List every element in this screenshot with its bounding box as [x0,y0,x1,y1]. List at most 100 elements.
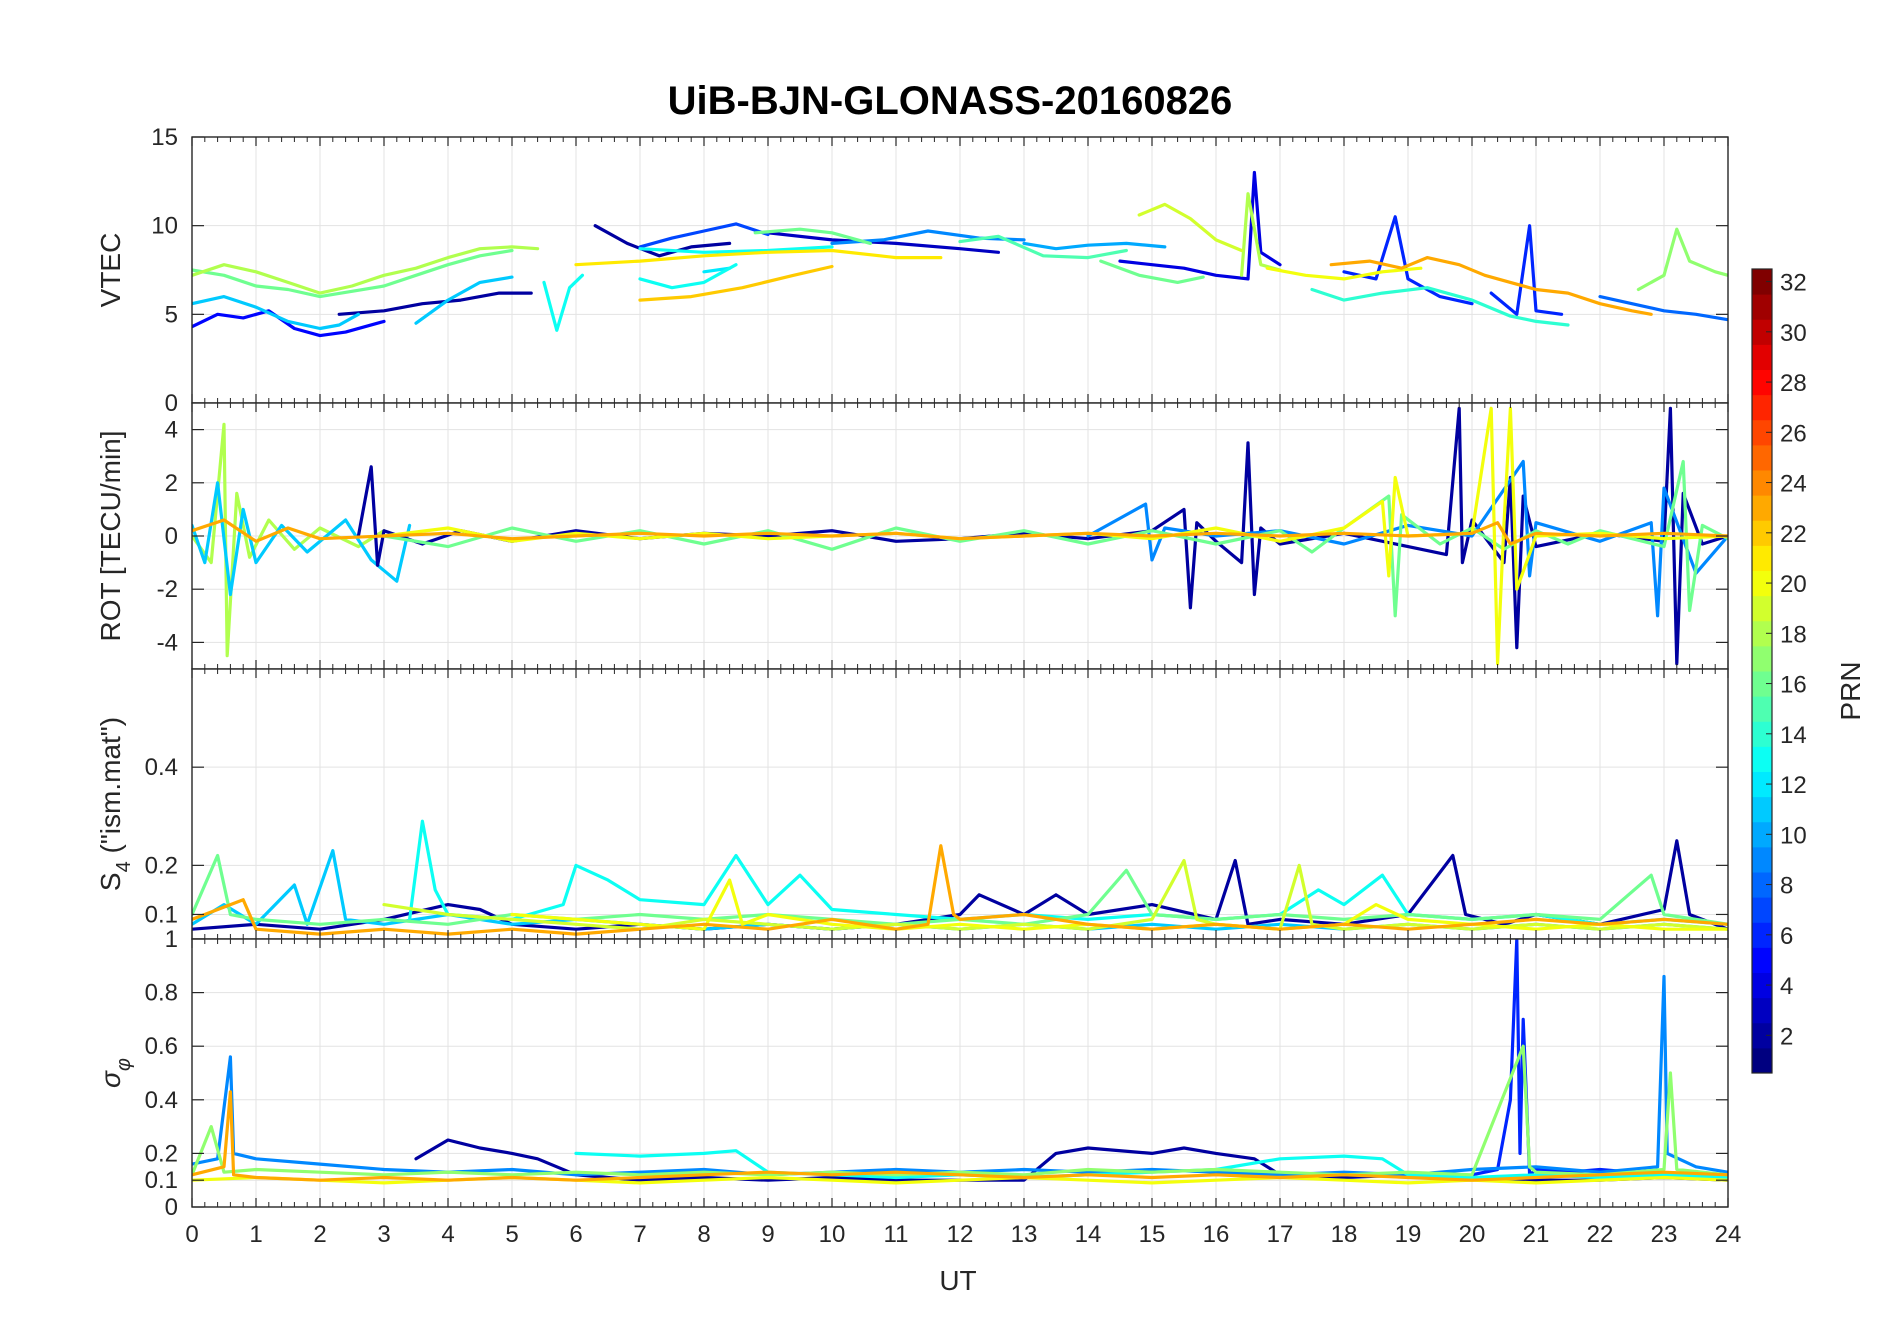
x-tick-label: 1 [249,1221,262,1248]
colorbar-tick-label: 16 [1780,672,1807,699]
colorbar-tick-label: 28 [1780,370,1807,397]
vtec-y-tick-label: 15 [151,124,178,151]
s4-ticks: 0.1 0.2 0.4 [145,669,1729,939]
colorbar-swatch [1752,419,1772,446]
vtec-series-prn-7 [638,222,770,249]
vtec-series-prn-13 [638,263,738,290]
colorbar-tick-label: 26 [1780,420,1807,447]
colorbar-swatch [1752,269,1772,295]
x-tick-label: 5 [505,1221,518,1248]
colorbar-tick-label: 24 [1780,471,1807,498]
x-tick-label: 4 [441,1221,454,1248]
colorbar-swatch [1752,344,1772,370]
colorbar-swatch [1752,997,1772,1024]
colorbar-tick-label: 32 [1780,270,1807,297]
colorbar-tick-label: 4 [1780,973,1793,1000]
colorbar-swatch [1752,294,1772,320]
x-tick-label: 20 [1459,1221,1486,1248]
colorbar-tick-label: 30 [1780,320,1807,347]
colorbar-swatch [1752,796,1772,823]
colorbar-tick-label: 2 [1780,1023,1793,1050]
rot-y-tick-label: 2 [165,470,178,497]
sigma_phi-y-tick-label: 0.6 [145,1033,178,1060]
x-tick-label: 9 [761,1221,774,1248]
sigma_phi-series-prn-23 [192,1090,1728,1182]
sigma_phi-axes-box [191,938,1729,1208]
sigma_phi-y-tick-label: 1 [165,926,178,953]
s4-grid [191,669,1729,939]
sigma_phi-ticks: 00.10.2 0.4 0.6 0.8 1 [145,926,1729,1221]
sigma_phi-series-prn-17 [192,1044,1728,1177]
vtec-series-prn-23 [1329,256,1653,316]
sigma_phi-y-axis-label-main: σ [95,1070,126,1088]
colorbar-swatch [1752,570,1772,597]
vtec-y-tick-label: 10 [151,213,178,240]
panel-vtec: 0 5 10 15 VTEC [95,124,1729,417]
sigma_phi-y-axis-label-subscript: φ [113,1058,135,1071]
colorbar-swatch [1752,872,1772,898]
vtec-series-prn-21 [574,248,943,267]
s4-series-group [192,819,1728,936]
sigma_phi-y-tick-label: 0.2 [145,1140,178,1167]
s4-series-prn-23 [192,844,1728,936]
x-tick-label: 11 [884,1221,909,1248]
vtec-series-prn-22 [638,264,834,302]
rot-y-axis-label: ROT [TECU/min] [95,430,126,641]
vtec-series-prn-14 [1310,286,1570,327]
sigma_phi-series-group [192,939,1728,1185]
colorbar-swatch [1752,771,1772,798]
colorbar-swatch [1752,746,1772,772]
vtec-series-prn-6 [1342,215,1474,306]
x-tick-label: 19 [1395,1221,1422,1248]
s4-y-tick-label: 0.4 [145,754,178,781]
rot-series-prn-18 [192,422,386,658]
vtec-series-prn-11 [192,295,360,331]
s4-y-tick-label: 0.1 [145,901,178,928]
colorbar-swatch [1752,1047,1772,1074]
rot-series-prn-11 [192,481,412,597]
sigma_phi-y-tick-label: 0.1 [145,1167,178,1194]
s4-y-axis-label-main: S [95,872,126,891]
x-tick-label: 18 [1331,1221,1358,1248]
s4-y-axis-label: S4 ("ism.mat") [95,717,135,891]
colorbar-swatch [1752,696,1772,722]
rot-y-tick-label: -2 [157,576,178,603]
x-tick-label: 24 [1715,1221,1742,1248]
colorbar-swatch [1752,645,1772,672]
x-tick-label: 3 [377,1221,390,1248]
x-tick-label: 7 [633,1221,646,1248]
colorbar-tick-label: 18 [1780,621,1807,648]
rot-series-prn-23 [192,518,1728,546]
rot-y-tick-label: 4 [165,417,178,444]
rot-y-tick-label: -4 [157,629,178,656]
colorbar-swatch [1752,319,1772,345]
x-tick-labels: 0 1 2 3 4 5 6 7 8 9 10 11 12 13 14 15 16 17 18 19 20 21 22 23 24 [185,1221,1741,1248]
s4-y-axis-label-subscript: 4 [113,861,135,872]
colorbar-frame [1751,268,1773,1074]
colorbar-swatch [1752,922,1772,948]
vtec-series-prn-11 [414,275,514,325]
colorbar-swatch [1752,520,1772,546]
colorbar-swatch [1752,595,1772,622]
colorbar-swatch [1752,721,1772,747]
colorbar-swatch [1752,846,1772,873]
vtec-series-prn-17 [1636,227,1728,292]
vtec-series-prn-16 [1099,259,1205,284]
colorbar-swatch [1752,470,1772,496]
colorbar-label: PRN [1835,661,1866,720]
colorbar-swatch [1752,671,1772,697]
sigma_phi-y-tick-label: 0.4 [145,1087,178,1114]
x-tick-label: 15 [1139,1221,1166,1248]
vtec-series-prn-10 [1022,241,1167,251]
sigma_phi-y-axis-label: σφ [95,1058,135,1088]
colorbar-tick-label: 8 [1780,873,1793,900]
colorbar-swatch [1752,495,1772,521]
vtec-series-prn-3 [766,231,1000,254]
chart-title: UiB-BJN-GLONASS-20160826 [668,79,1233,123]
vtec-series-prn-6 [1489,224,1564,316]
colorbar-swatch [1752,620,1772,647]
colorbar-swatch [1752,394,1772,421]
